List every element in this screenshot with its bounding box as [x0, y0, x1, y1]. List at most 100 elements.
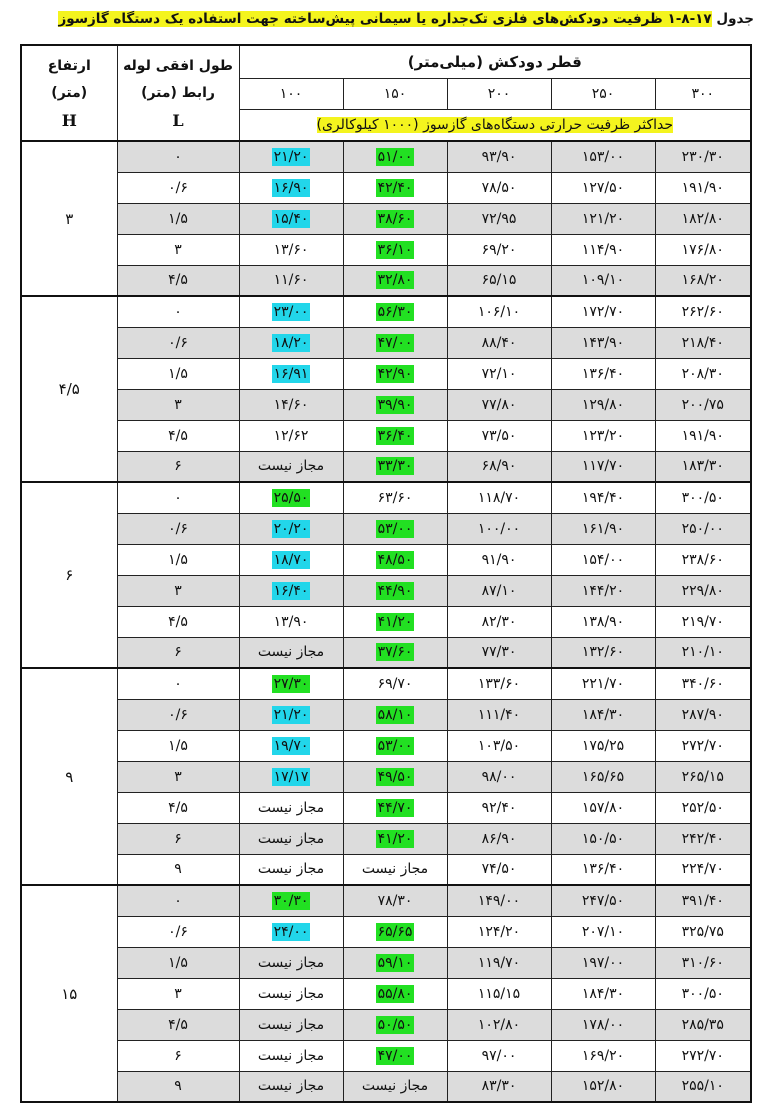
capacity-cell: ۷۳/۵۰	[446, 419, 552, 452]
height-header-symbol: H	[61, 110, 77, 130]
table-row: ۰/۶ ۲۴/۰۰ ۶۵/۶۵ ۱۲۴/۲۰ ۲۰۷/۱۰ ۳۲۵/۷۵	[21, 915, 752, 948]
capacity-value: ۶۹/۲۰	[481, 241, 517, 258]
capacity-value: ۲۳۰/۳۰	[681, 148, 724, 165]
capacity-cell: ۳۰۰/۵۰	[654, 481, 752, 514]
height-cell: ۱۵	[20, 884, 118, 1103]
caption-number: ۱-۸-۱۷	[667, 11, 712, 27]
capacity-cell: ۴۸/۵۰	[342, 543, 448, 576]
capacity-cell: ۳۲۵/۷۵	[654, 915, 752, 948]
capacity-cell: ۱۳/۶۰	[238, 233, 344, 266]
table-row: ۹ مجاز نیست مجاز نیست ۸۳/۳۰ ۱۵۲/۸۰ ۲۵۵/۱۰	[21, 1070, 752, 1103]
capacity-cell: ۱۰۹/۱۰	[550, 264, 656, 297]
diameter-250: ۲۵۰	[550, 77, 656, 110]
capacity-value: ۶۹/۷۰	[377, 675, 413, 692]
capacity-value: مجاز نیست	[257, 644, 325, 661]
capacity-value: ۵۹/۱۰	[375, 953, 415, 972]
capacity-cell: ۱۹۴/۴۰	[550, 481, 656, 514]
capacity-cell: ۲۲۹/۸۰	[654, 574, 752, 607]
capacity-cell: ۱۶۱/۹۰	[550, 512, 656, 545]
diameter-100: ۱۰۰	[238, 77, 344, 110]
capacity-cell: ۶۸/۹۰	[446, 450, 552, 483]
diameter-150: ۱۵۰	[342, 77, 448, 110]
capacity-value: ۲۱۹/۷۰	[681, 613, 724, 630]
capacity-cell: ۸۲/۳۰	[446, 605, 552, 638]
capacity-value: ۳۱۰/۶۰	[681, 954, 724, 971]
capacity-cell: مجاز نیست	[238, 977, 344, 1010]
capacity-cell: ۶۵/۶۵	[342, 915, 448, 948]
diameter-200: ۲۰۰	[446, 77, 552, 110]
table-row: ۰/۶ ۲۱/۲۰ ۵۸/۱۰ ۱۱۱/۴۰ ۱۸۴/۳۰ ۲۸۷/۹۰	[21, 698, 752, 731]
capacity-value: ۲۰۰/۷۵	[681, 396, 724, 413]
capacity-cell: مجاز نیست	[238, 822, 344, 855]
length-cell: ۰	[116, 667, 240, 700]
table-row: ۰/۶ ۲۰/۲۰ ۵۳/۰۰ ۱۰۰/۰۰ ۱۶۱/۹۰ ۲۵۰/۰۰	[21, 512, 752, 545]
capacity-header-text: حداکثر ظرفیت حرارتی دستگاه‌های گازسوز (۱…	[316, 116, 674, 133]
capacity-cell: ۸۷/۱۰	[446, 574, 552, 607]
length-cell: ۰	[116, 884, 240, 917]
length-cell: ۶	[116, 450, 240, 483]
capacity-cell: ۱۳/۹۰	[238, 605, 344, 638]
capacity-value: ۶۸/۹۰	[481, 458, 517, 475]
capacity-value: ۱۲۱/۲۰	[581, 210, 625, 227]
capacity-value: ۷۷/۸۰	[481, 396, 517, 413]
chimney-capacity-table: ارتفاع (متر) H طول افقی لوله رابط (متر) …	[20, 44, 753, 1103]
capacity-cell: ۱۴۹/۰۰	[446, 884, 552, 917]
capacity-value: ۳۲/۸۰	[375, 271, 415, 290]
capacity-cell: ۲۰۰/۷۵	[654, 388, 752, 421]
length-cell: ۰/۶	[116, 915, 240, 948]
capacity-cell: ۲۱/۲۰	[238, 140, 344, 173]
capacity-value: ۱۱۷/۷۰	[581, 458, 625, 475]
capacity-value: ۱۳۳/۶۰	[477, 675, 521, 692]
capacity-value: ۲۶۵/۱۵	[681, 768, 724, 785]
capacity-value: ۱۳۸/۹۰	[581, 613, 625, 630]
capacity-cell: ۲۱/۲۰	[238, 698, 344, 731]
capacity-value: ۲۱/۲۰	[271, 147, 311, 166]
length-cell: ۳	[116, 388, 240, 421]
capacity-value: ۸۳/۳۰	[481, 1078, 517, 1095]
capacity-cell: مجاز نیست	[238, 636, 344, 669]
capacity-cell: ۲۴/۰۰	[238, 915, 344, 948]
capacity-value: مجاز نیست	[257, 954, 325, 971]
capacity-value: ۲۱۰/۱۰	[681, 644, 724, 661]
capacity-value: ۳۴۰/۶۰	[681, 675, 724, 692]
capacity-value: ۴۲/۴۰	[375, 178, 415, 197]
capacity-cell: ۹۱/۹۰	[446, 543, 552, 576]
height-header-label: ارتفاع	[47, 57, 91, 74]
capacity-cell: مجاز نیست	[238, 1070, 344, 1103]
capacity-value: ۲۵۰/۰۰	[681, 520, 724, 537]
capacity-cell: مجاز نیست	[238, 450, 344, 483]
caption-label: جدول	[716, 11, 754, 27]
length-column-header: طول افقی لوله رابط (متر) L	[116, 44, 240, 142]
capacity-cell: مجاز نیست	[238, 791, 344, 824]
table-row: ۳ ۰ ۲۱/۲۰ ۵۱/۰۰ ۹۳/۹۰ ۱۵۳/۰۰ ۲۳۰/۳۰	[20, 140, 752, 297]
length-cell: ۴/۵	[116, 1008, 240, 1041]
capacity-value: ۸۸/۴۰	[481, 334, 517, 351]
capacity-value: ۴۴/۷۰	[375, 798, 415, 817]
capacity-value: ۱۴۹/۰۰	[477, 892, 521, 909]
capacity-value: ۱۵۳/۰۰	[581, 148, 625, 165]
capacity-value: ۲۵۲/۵۰	[681, 799, 724, 816]
capacity-value: ۷۳/۵۰	[481, 427, 517, 444]
length-cell: ۰/۶	[116, 698, 240, 731]
capacity-value: ۱۴/۶۰	[273, 396, 309, 413]
capacity-cell: ۹۸/۰۰	[446, 760, 552, 793]
length-header-symbol: L	[172, 110, 184, 130]
capacity-cell: ۱۱/۶۰	[238, 264, 344, 297]
capacity-cell: ۷۷/۳۰	[446, 636, 552, 669]
capacity-value: ۱۸۳/۳۰	[681, 458, 724, 475]
capacity-value: ۲۷۲/۷۰	[681, 1047, 724, 1064]
capacity-cell: مجاز نیست	[342, 1070, 448, 1103]
capacity-cell: ۱۵۰/۵۰	[550, 822, 656, 855]
capacity-value: ۴۱/۲۰	[375, 829, 415, 848]
table-row: ۹ ۰ ۲۷/۳۰ ۶۹/۷۰ ۱۳۳/۶۰ ۲۲۱/۷۰ ۳۴۰/۶۰	[20, 667, 752, 886]
capacity-value: ۲۰/۲۰	[271, 519, 311, 538]
length-cell: ۹	[116, 1070, 240, 1103]
table-row: ۴/۵ مجاز نیست ۴۴/۷۰ ۹۲/۴۰ ۱۵۷/۸۰ ۲۵۲/۵۰	[21, 791, 752, 824]
capacity-cell: ۲۷/۳۰	[238, 667, 344, 700]
capacity-value: ۱۲۹/۸۰	[581, 396, 625, 413]
height-cell: ۳	[20, 140, 118, 297]
capacity-cell: ۱۸/۲۰	[238, 326, 344, 359]
capacity-cell: ۴۲/۴۰	[342, 171, 448, 204]
table-row: ۳ ۱۷/۱۷ ۴۹/۵۰ ۹۸/۰۰ ۱۶۵/۶۵ ۲۶۵/۱۵	[21, 760, 752, 793]
length-cell: ۰	[116, 295, 240, 328]
